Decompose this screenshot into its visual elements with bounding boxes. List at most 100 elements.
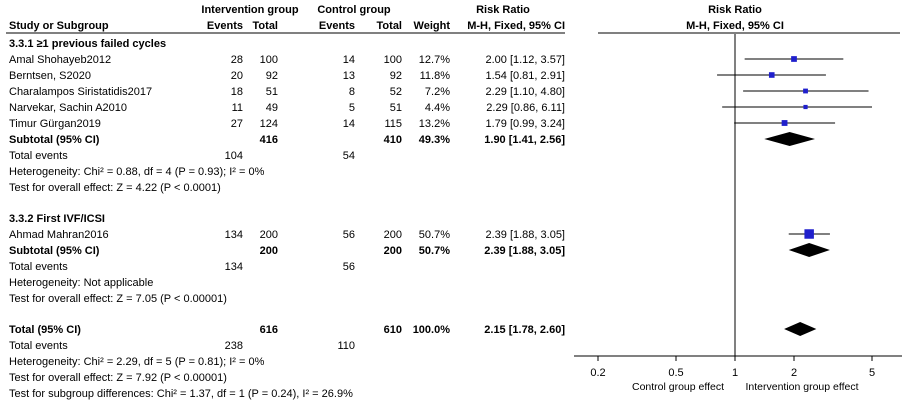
plot-header-method: M-H, Fixed, 95% CI [686, 20, 784, 32]
study-events-control: 14 [343, 118, 355, 130]
study-risk-ratio-ci: 1.79 [0.99, 3.24] [485, 118, 565, 130]
subgroup-2-subtotal-total-intervention: 200 [260, 245, 278, 257]
study-weight: 12.7% [419, 54, 450, 66]
study-events-control: 8 [349, 86, 355, 98]
study-name: Amal Shohayeb2012 [9, 54, 111, 66]
study-point-marker [781, 120, 788, 126]
overall-total-label: Total (95% CI) [9, 324, 81, 336]
overall-total-total-intervention: 616 [260, 324, 278, 336]
study-total-intervention: 92 [266, 70, 278, 82]
study-total-intervention: 200 [260, 229, 278, 241]
x-axis-tick-label: 1 [732, 367, 738, 379]
study-events-control: 5 [349, 102, 355, 114]
study-name: Ahmad Mahran2016 [9, 229, 109, 241]
subgroup-2-total-events-control: 56 [343, 261, 355, 273]
study-total-control: 52 [390, 86, 402, 98]
study-events-intervention: 20 [231, 70, 243, 82]
study-point-marker [791, 56, 797, 62]
header-study-or-subgroup: Study or Subgroup [9, 20, 109, 32]
overall-heterogeneity: Heterogeneity: Chi² = 2.29, df = 5 (P = … [9, 356, 265, 368]
study-total-control: 100 [384, 54, 402, 66]
overall-total-events-control: 110 [337, 340, 355, 352]
subgroup-1-subtotal-weight: 49.3% [419, 134, 450, 146]
study-total-control: 92 [390, 70, 402, 82]
study-risk-ratio-ci: 2.29 [1.10, 4.80] [485, 86, 565, 98]
study-weight: 13.2% [419, 118, 450, 130]
subgroup-1-overall-effect: Test for overall effect: Z = 4.22 (P < 0… [9, 182, 221, 194]
study-events-intervention: 11 [232, 102, 243, 114]
study-events-intervention: 27 [231, 118, 243, 130]
study-events-intervention: 28 [231, 54, 243, 66]
subgroup-2-total-events-intervention: 134 [225, 261, 243, 273]
study-events-control: 56 [343, 229, 355, 241]
overall-total-events-label: Total events [9, 340, 68, 352]
overall-total-risk-ratio-ci: 2.15 [1.78, 2.60] [484, 324, 565, 336]
study-total-intervention: 100 [260, 54, 278, 66]
subgroup-2-overall-effect: Test for overall effect: Z = 7.05 (P < 0… [9, 293, 227, 305]
study-weight: 4.4% [425, 102, 450, 114]
subgroup-2-subtotal-risk-ratio-ci: 2.39 [1.88, 3.05] [484, 245, 565, 257]
overall-total-weight: 100.0% [413, 324, 451, 336]
study-total-intervention: 49 [266, 102, 278, 114]
study-name: Berntsen, S2020 [9, 70, 91, 82]
x-axis-label-intervention: Intervention group effect [745, 381, 858, 393]
overall-total-diamond [784, 322, 817, 336]
study-total-intervention: 51 [266, 86, 278, 98]
x-axis-label-control: Control group effect [632, 381, 724, 393]
study-events-control: 13 [343, 70, 355, 82]
subgroup-1-heterogeneity: Heterogeneity: Chi² = 0.88, df = 4 (P = … [9, 166, 265, 178]
subgroup-1-subtotal-risk-ratio-ci: 1.90 [1.41, 2.56] [484, 134, 565, 146]
study-risk-ratio-ci: 2.29 [0.86, 6.11] [486, 102, 565, 114]
plot-title-risk-ratio: Risk Ratio [708, 4, 762, 16]
subgroup-differences-test: Test for subgroup differences: Chi² = 1.… [9, 388, 353, 400]
subgroup-2-subtotal-label: Subtotal (95% CI) [9, 245, 100, 257]
header-risk-ratio: Risk Ratio [476, 4, 530, 16]
subgroup-1-total-events-intervention: 104 [225, 150, 243, 162]
header-control-group: Control group [317, 4, 391, 16]
overall-effect: Test for overall effect: Z = 7.92 (P < 0… [9, 372, 227, 384]
x-axis-tick-label: 2 [791, 367, 797, 379]
subgroup-1-total-events-control: 54 [343, 150, 355, 162]
study-weight: 7.2% [425, 86, 450, 98]
subgroup-1-subtotal-total-control: 410 [384, 134, 402, 146]
study-events-intervention: 134 [225, 229, 243, 241]
study-events-control: 14 [343, 54, 355, 66]
study-total-intervention: 124 [260, 118, 278, 130]
subgroup-1-subtotal-total-intervention: 416 [260, 134, 278, 146]
study-total-control: 51 [390, 102, 402, 114]
study-weight: 11.8% [420, 70, 451, 82]
subgroup-2-total-events-label: Total events [9, 261, 68, 273]
header-events-intervention: Events [207, 20, 243, 32]
header-total-intervention: Total [253, 20, 278, 32]
study-risk-ratio-ci: 1.54 [0.81, 2.91] [485, 70, 565, 82]
study-point-marker [768, 72, 775, 78]
study-name: Charalampos Siristatidis2017 [9, 86, 152, 98]
subgroup-2-heterogeneity: Heterogeneity: Not applicable [9, 277, 153, 289]
header-events-control: Events [319, 20, 355, 32]
overall-total-total-control: 610 [384, 324, 402, 336]
study-total-control: 115 [384, 118, 402, 130]
study-risk-ratio-ci: 2.00 [1.12, 3.57] [485, 54, 565, 66]
subgroup-1-subtotal-label: Subtotal (95% CI) [9, 134, 100, 146]
study-risk-ratio-ci: 2.39 [1.88, 3.05] [485, 229, 565, 241]
subgroup-2-subtotal-diamond [788, 243, 830, 257]
subgroup-2-subtotal-weight: 50.7% [419, 245, 450, 257]
subgroup-1-subtotal-diamond [764, 132, 816, 146]
x-axis-tick-label: 0.5 [668, 367, 683, 379]
subgroup-1-heading: 3.3.1 ≥1 previous failed cycles [9, 38, 166, 50]
study-events-intervention: 18 [231, 86, 243, 98]
study-point-marker [803, 88, 808, 94]
header-weight: Weight [414, 20, 451, 32]
study-name: Timur Gürgan2019 [9, 118, 101, 130]
subgroup-2-heading: 3.3.2 First IVF/ICSI [9, 213, 105, 225]
overall-total-events-intervention: 238 [225, 340, 243, 352]
header-total-control: Total [377, 20, 402, 32]
study-name: Narvekar, Sachin A2010 [9, 102, 127, 114]
x-axis-tick-label: 5 [869, 367, 875, 379]
header-method: M-H, Fixed, 95% CI [467, 20, 565, 32]
x-axis-tick-label: 0.2 [590, 367, 605, 379]
study-point-marker [804, 229, 814, 239]
study-total-control: 200 [384, 229, 402, 241]
header-intervention-group: Intervention group [201, 4, 298, 16]
